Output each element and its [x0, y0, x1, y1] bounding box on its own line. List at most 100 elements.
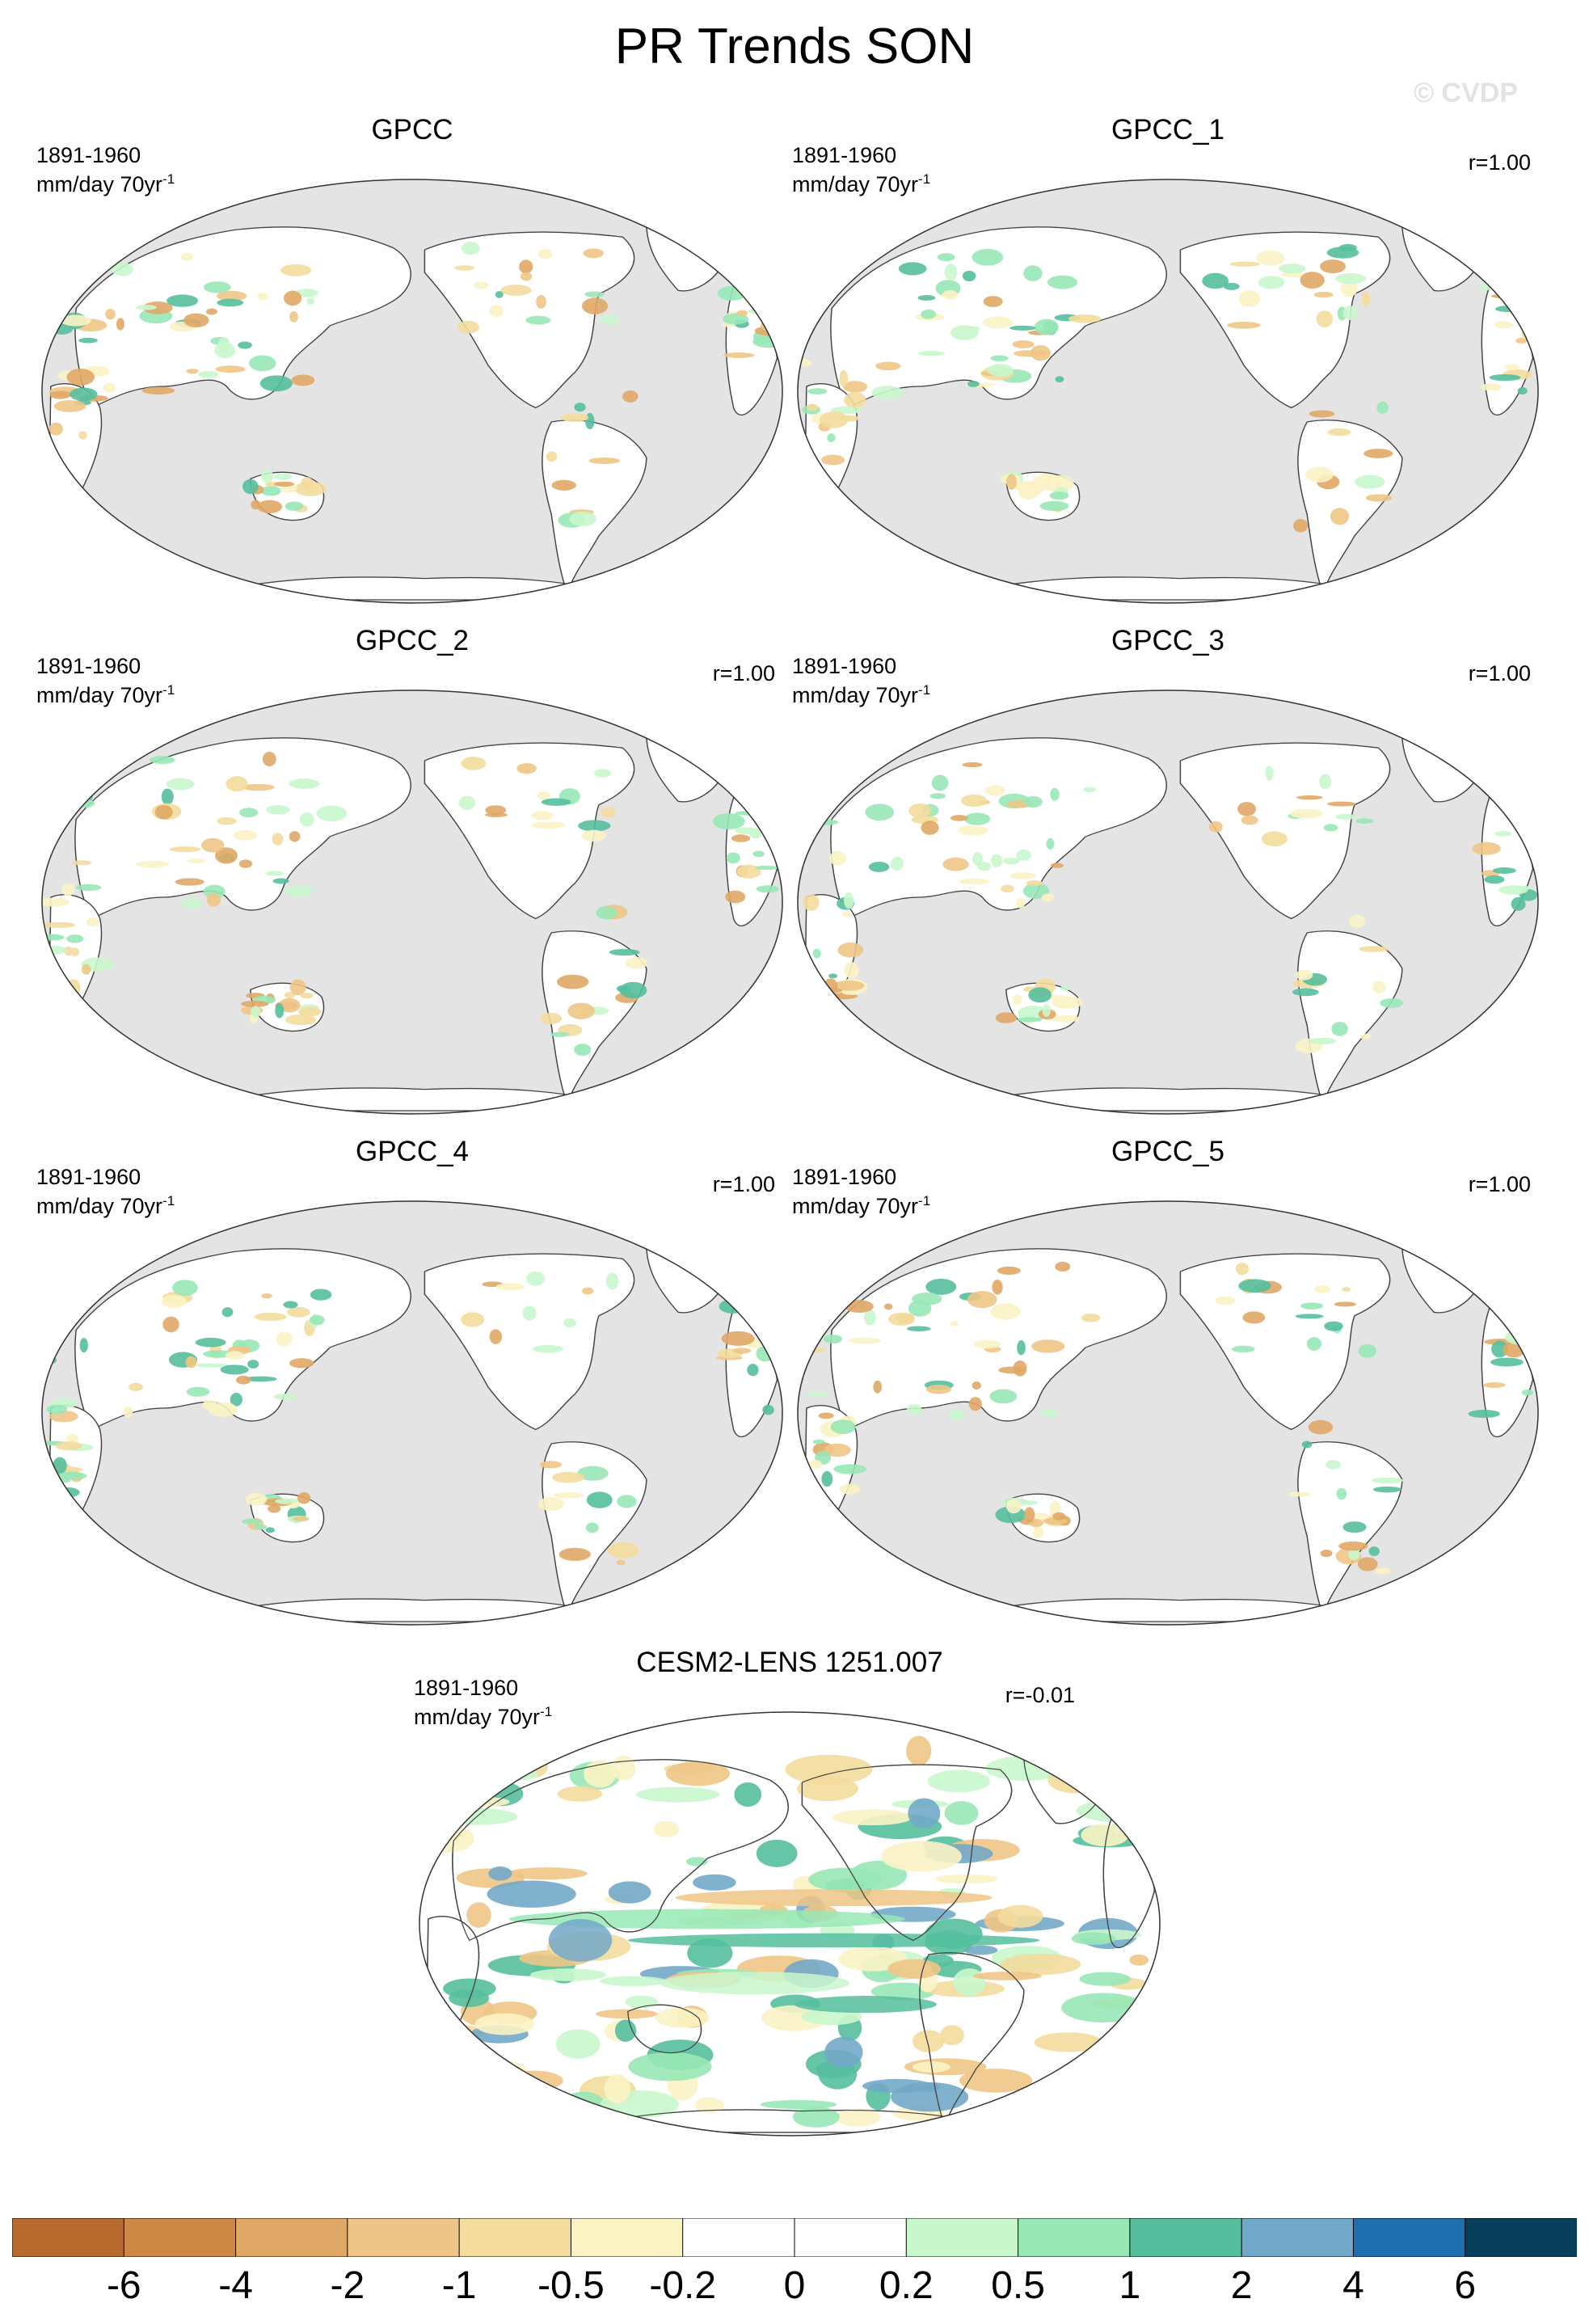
- trend-patch: [519, 259, 533, 274]
- trend-patch: [755, 865, 779, 871]
- trend-patch: [520, 272, 533, 281]
- trend-patch: [1355, 818, 1374, 825]
- trend-patch: [836, 2108, 881, 2127]
- trend-patch: [525, 315, 551, 325]
- panel-title: CESM2-LENS 1251.007: [636, 1647, 943, 1678]
- trend-patch: [1348, 1548, 1360, 1561]
- trend-patch: [249, 355, 276, 372]
- trend-patch: [551, 479, 576, 491]
- trend-patch: [723, 352, 755, 358]
- trend-patch: [747, 1364, 759, 1377]
- colorbar-tick-label: 4: [1342, 2264, 1364, 2307]
- trend-patch: [166, 294, 199, 307]
- continent-eurasia: [830, 737, 1167, 920]
- trend-patch: [732, 1348, 752, 1354]
- trend-patch: [1288, 1491, 1311, 1497]
- trend-patch: [1017, 1339, 1026, 1356]
- trend-patch: [458, 795, 476, 810]
- trend-patch: [1202, 272, 1229, 289]
- trend-patch: [959, 2069, 1033, 2093]
- trend-patch: [500, 285, 532, 296]
- trend-patch: [474, 2013, 535, 2035]
- panel-title: GPCC_2: [355, 625, 470, 656]
- coastline-australia: [627, 2004, 702, 2054]
- trend-patch: [201, 837, 225, 853]
- trend-patch: [289, 1358, 314, 1369]
- trend-patch: [944, 264, 958, 281]
- trend-patch: [495, 290, 504, 298]
- trend-patch: [289, 310, 298, 323]
- trend-patch: [1229, 261, 1261, 267]
- trend-patch: [1032, 1526, 1044, 1538]
- trend-patch: [196, 1363, 229, 1368]
- trend-patch: [960, 794, 988, 808]
- trend-patch: [506, 1867, 588, 1880]
- colorbar-swatch: [235, 2218, 348, 2257]
- trend-patch: [70, 274, 90, 283]
- trend-patch: [1034, 318, 1059, 335]
- trend-patch: [1515, 1322, 1526, 1339]
- trend-patch: [754, 326, 782, 336]
- units-base: mm/day 70yr: [792, 1194, 919, 1218]
- trend-patch: [1098, 2105, 1151, 2128]
- trend-patch: [1001, 884, 1014, 893]
- trend-patch: [984, 785, 1005, 796]
- trend-patch: [990, 1303, 1021, 1320]
- trend-patch: [609, 948, 640, 956]
- trend-patch: [489, 1329, 503, 1344]
- coastline-samerica: [919, 1952, 1025, 2128]
- trend-patch: [731, 834, 751, 842]
- trend-patch: [913, 2030, 945, 2052]
- trend-patch: [798, 268, 812, 275]
- trend-patch: [183, 313, 209, 328]
- trend-patch: [605, 1272, 619, 1290]
- trend-patch: [972, 248, 1003, 266]
- trend-patch: [169, 846, 201, 853]
- trend-patch: [1016, 849, 1031, 861]
- trend-patch: [1468, 1410, 1500, 1419]
- trend-patch: [1357, 1557, 1378, 1571]
- trend-patch: [48, 422, 63, 436]
- trend-patch: [942, 857, 969, 871]
- units-exponent: -1: [918, 682, 931, 698]
- units-base: mm/day 70yr: [792, 683, 919, 707]
- trend-patch: [546, 451, 558, 462]
- trend-patch: [584, 1761, 617, 1788]
- trend-patch: [272, 833, 284, 846]
- trend-patch: [906, 1736, 932, 1766]
- trend-patch: [300, 993, 314, 999]
- trend-patch: [1480, 383, 1502, 391]
- trend-patch: [967, 1291, 997, 1309]
- trend-patch: [1227, 322, 1261, 329]
- trend-patch: [1023, 1507, 1035, 1523]
- trend-patch: [881, 1841, 962, 1872]
- trend-patch: [1376, 401, 1389, 414]
- trend-patch: [419, 1824, 474, 1854]
- colorbar-swatches: [12, 2218, 1577, 2257]
- trend-patch: [203, 884, 225, 899]
- trend-patch: [244, 1376, 277, 1382]
- colorbar-swatch: [1465, 2218, 1577, 2257]
- trend-patch: [457, 320, 480, 334]
- trend-patch: [75, 884, 102, 892]
- trend-patch: [1111, 1764, 1160, 1783]
- trend-patch: [843, 892, 854, 909]
- trend-patch: [261, 469, 273, 483]
- trend-patch: [1052, 1512, 1066, 1521]
- trend-patch: [1042, 1003, 1051, 1017]
- trend-patch: [1258, 276, 1285, 289]
- trend-patch: [187, 858, 205, 864]
- trend-band: [794, 1996, 937, 2014]
- trend-patch: [1039, 500, 1069, 512]
- trend-patch: [1498, 885, 1528, 895]
- trend-shading: [42, 1271, 782, 1566]
- trend-patch: [1039, 1409, 1058, 1417]
- trend-patch: [611, 1755, 636, 1781]
- trend-patch: [824, 1335, 843, 1344]
- trend-patch: [42, 1286, 43, 1292]
- trend-patch: [1238, 289, 1260, 307]
- trend-patch: [1511, 1307, 1523, 1322]
- map-border: [797, 1200, 1539, 1626]
- map-panel-gpcc3: GPCC_3 1891-1960 mm/day 70yr-1 r=1.00: [792, 624, 1544, 1117]
- trend-patch: [1492, 867, 1516, 874]
